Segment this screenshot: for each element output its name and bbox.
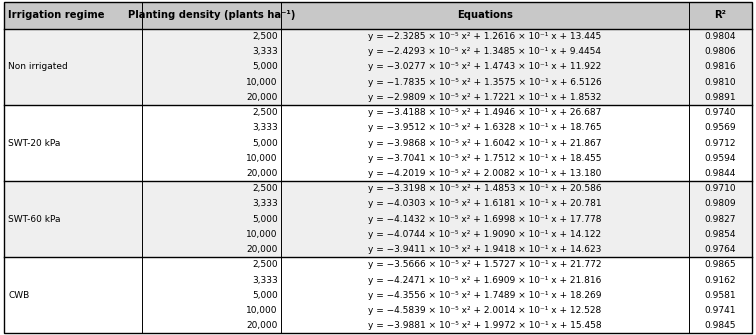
- Text: 3,333: 3,333: [252, 276, 277, 284]
- Bar: [4, 2, 752, 29]
- Text: 0.9804: 0.9804: [705, 32, 736, 41]
- Text: Planting density (plants ha⁻¹): Planting density (plants ha⁻¹): [128, 10, 295, 20]
- Text: 0.9845: 0.9845: [705, 321, 736, 330]
- Text: 10,000: 10,000: [246, 230, 277, 239]
- Text: y = −3.9881 × 10⁻⁵ x² + 1.9972 × 10⁻¹ x + 15.458: y = −3.9881 × 10⁻⁵ x² + 1.9972 × 10⁻¹ x …: [368, 321, 602, 330]
- Text: y = −2.3285 × 10⁻⁵ x² + 1.2616 × 10⁻¹ x + 13.445: y = −2.3285 × 10⁻⁵ x² + 1.2616 × 10⁻¹ x …: [368, 32, 601, 41]
- Bar: [4, 105, 752, 181]
- Text: y = −4.5839 × 10⁻⁵ x² + 2.0014 × 10⁻¹ x + 12.528: y = −4.5839 × 10⁻⁵ x² + 2.0014 × 10⁻¹ x …: [368, 306, 601, 315]
- Text: 0.9741: 0.9741: [705, 306, 736, 315]
- Text: 0.9806: 0.9806: [705, 47, 736, 56]
- Text: 0.9581: 0.9581: [705, 291, 736, 300]
- Text: SWT-60 kPa: SWT-60 kPa: [8, 215, 60, 224]
- Text: 0.9865: 0.9865: [705, 260, 736, 269]
- Text: y = −3.3198 × 10⁻⁵ x² + 1.4853 × 10⁻¹ x + 20.586: y = −3.3198 × 10⁻⁵ x² + 1.4853 × 10⁻¹ x …: [368, 184, 602, 193]
- Text: 2,500: 2,500: [252, 108, 277, 117]
- Text: 5,000: 5,000: [252, 215, 277, 224]
- Text: 0.9891: 0.9891: [705, 93, 736, 102]
- Text: 0.9162: 0.9162: [705, 276, 736, 284]
- Text: 0.9810: 0.9810: [705, 78, 736, 87]
- Text: 3,333: 3,333: [252, 199, 277, 208]
- Text: y = −3.9512 × 10⁻⁵ x² + 1.6328 × 10⁻¹ x + 18.765: y = −3.9512 × 10⁻⁵ x² + 1.6328 × 10⁻¹ x …: [368, 123, 602, 132]
- Text: 10,000: 10,000: [246, 154, 277, 163]
- Text: 0.9854: 0.9854: [705, 230, 736, 239]
- Text: y = −3.9868 × 10⁻⁵ x² + 1.6042 × 10⁻¹ x + 21.867: y = −3.9868 × 10⁻⁵ x² + 1.6042 × 10⁻¹ x …: [368, 139, 602, 147]
- Bar: [4, 181, 752, 257]
- Text: Irrigation regime: Irrigation regime: [8, 10, 105, 20]
- Text: Equations: Equations: [457, 10, 513, 20]
- Text: 20,000: 20,000: [246, 321, 277, 330]
- Text: 0.9809: 0.9809: [705, 199, 736, 208]
- Text: y = −4.2471 × 10⁻⁵ x² + 1.6909 × 10⁻¹ x + 21.816: y = −4.2471 × 10⁻⁵ x² + 1.6909 × 10⁻¹ x …: [368, 276, 601, 284]
- Text: 5,000: 5,000: [252, 139, 277, 147]
- Text: 0.9827: 0.9827: [705, 215, 736, 224]
- Text: y = −1.7835 × 10⁻⁵ x² + 1.3575 × 10⁻¹ x + 6.5126: y = −1.7835 × 10⁻⁵ x² + 1.3575 × 10⁻¹ x …: [367, 78, 602, 87]
- Text: 3,333: 3,333: [252, 47, 277, 56]
- Text: y = −3.7041 × 10⁻⁵ x² + 1.7512 × 10⁻¹ x + 18.455: y = −3.7041 × 10⁻⁵ x² + 1.7512 × 10⁻¹ x …: [368, 154, 602, 163]
- Text: 0.9764: 0.9764: [705, 245, 736, 254]
- Text: y = −3.5666 × 10⁻⁵ x² + 1.5727 × 10⁻¹ x + 21.772: y = −3.5666 × 10⁻⁵ x² + 1.5727 × 10⁻¹ x …: [368, 260, 602, 269]
- Text: 0.9740: 0.9740: [705, 108, 736, 117]
- Text: 0.9816: 0.9816: [705, 62, 736, 71]
- Text: y = −2.4293 × 10⁻⁵ x² + 1.3485 × 10⁻¹ x + 9.4454: y = −2.4293 × 10⁻⁵ x² + 1.3485 × 10⁻¹ x …: [368, 47, 601, 56]
- Text: 2,500: 2,500: [252, 260, 277, 269]
- Text: 10,000: 10,000: [246, 78, 277, 87]
- Text: 5,000: 5,000: [252, 62, 277, 71]
- Text: 0.9844: 0.9844: [705, 169, 736, 178]
- Text: SWT-20 kPa: SWT-20 kPa: [8, 139, 60, 147]
- Text: CWB: CWB: [8, 291, 29, 300]
- Text: 20,000: 20,000: [246, 245, 277, 254]
- Text: 0.9594: 0.9594: [705, 154, 736, 163]
- Bar: [4, 29, 752, 105]
- Bar: [4, 257, 752, 333]
- Text: 10,000: 10,000: [246, 306, 277, 315]
- Text: 0.9569: 0.9569: [705, 123, 736, 132]
- Text: 20,000: 20,000: [246, 169, 277, 178]
- Text: y = −2.9809 × 10⁻⁵ x² + 1.7221 × 10⁻¹ x + 1.8532: y = −2.9809 × 10⁻⁵ x² + 1.7221 × 10⁻¹ x …: [368, 93, 601, 102]
- Text: y = −4.0744 × 10⁻⁵ x² + 1.9090 × 10⁻¹ x + 14.122: y = −4.0744 × 10⁻⁵ x² + 1.9090 × 10⁻¹ x …: [368, 230, 601, 239]
- Text: Non irrigated: Non irrigated: [8, 62, 68, 71]
- Text: y = −3.4188 × 10⁻⁵ x² + 1.4946 × 10⁻¹ x + 26.687: y = −3.4188 × 10⁻⁵ x² + 1.4946 × 10⁻¹ x …: [368, 108, 601, 117]
- Text: 3,333: 3,333: [252, 123, 277, 132]
- Text: 2,500: 2,500: [252, 184, 277, 193]
- Text: 0.9710: 0.9710: [705, 184, 736, 193]
- Text: y = −4.1432 × 10⁻⁵ x² + 1.6998 × 10⁻¹ x + 17.778: y = −4.1432 × 10⁻⁵ x² + 1.6998 × 10⁻¹ x …: [368, 215, 602, 224]
- Text: 0.9712: 0.9712: [705, 139, 736, 147]
- Text: 20,000: 20,000: [246, 93, 277, 102]
- Text: 2,500: 2,500: [252, 32, 277, 41]
- Text: y = −4.0303 × 10⁻⁵ x² + 1.6181 × 10⁻¹ x + 20.781: y = −4.0303 × 10⁻⁵ x² + 1.6181 × 10⁻¹ x …: [368, 199, 602, 208]
- Text: y = −4.3556 × 10⁻⁵ x² + 1.7489 × 10⁻¹ x + 18.269: y = −4.3556 × 10⁻⁵ x² + 1.7489 × 10⁻¹ x …: [368, 291, 602, 300]
- Text: R²: R²: [714, 10, 727, 20]
- Text: y = −4.2019 × 10⁻⁵ x² + 2.0082 × 10⁻¹ x + 13.180: y = −4.2019 × 10⁻⁵ x² + 2.0082 × 10⁻¹ x …: [368, 169, 601, 178]
- Text: y = −3.0277 × 10⁻⁵ x² + 1.4743 × 10⁻¹ x + 11.922: y = −3.0277 × 10⁻⁵ x² + 1.4743 × 10⁻¹ x …: [368, 62, 601, 71]
- Text: y = −3.9411 × 10⁻⁵ x² + 1.9418 × 10⁻¹ x + 14.623: y = −3.9411 × 10⁻⁵ x² + 1.9418 × 10⁻¹ x …: [368, 245, 601, 254]
- Text: 5,000: 5,000: [252, 291, 277, 300]
